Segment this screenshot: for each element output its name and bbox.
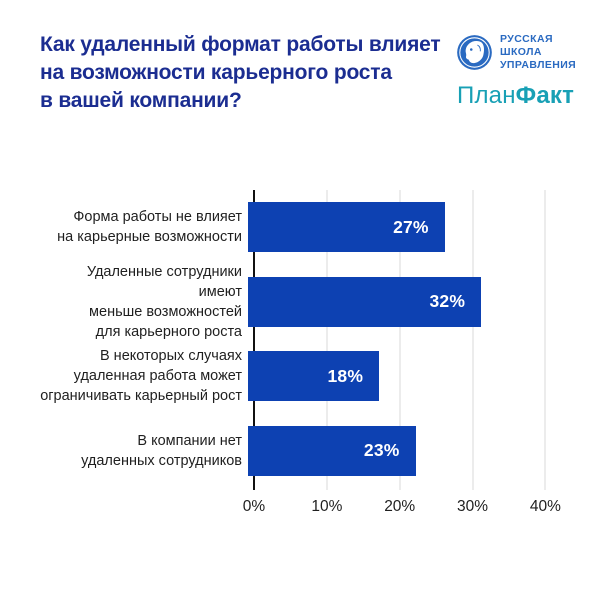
planfact-logo-text-regular: План xyxy=(457,82,516,109)
planfact-logo: ПланФакт xyxy=(457,83,592,109)
gridline xyxy=(544,190,546,490)
rsu-face-profile-icon xyxy=(457,35,492,70)
bar-row: Форма работы не влияет на карьерные возм… xyxy=(40,190,560,265)
category-label: Форма работы не влияет на карьерные возм… xyxy=(57,209,242,246)
gridline xyxy=(399,190,401,490)
x-tick-label: 30% xyxy=(457,498,489,515)
rsu-logo: РУССКАЯ ШКОЛА УПРАВЛЕНИЯ xyxy=(456,33,592,72)
bar: 23% xyxy=(248,425,416,476)
bar: 27% xyxy=(248,202,445,253)
rsu-logo-text: РУССКАЯ ШКОЛА УПРАВЛЕНИЯ xyxy=(500,33,577,71)
x-tick-label: 10% xyxy=(311,498,343,515)
plot-gridlines xyxy=(253,190,560,490)
bar-chart: Форма работы не влияет на карьерные возм… xyxy=(0,190,600,530)
category-label: Удаленные сотрудники имеют меньше возмож… xyxy=(86,263,242,340)
category-label: В некоторых случаях удаленная работа мож… xyxy=(40,348,242,405)
bar-value-label: 23% xyxy=(363,440,400,461)
x-tick-label: 20% xyxy=(384,498,416,515)
bar-row: В компании нет удаленных сотрудников 23% xyxy=(40,414,560,489)
bar-zone: 27% xyxy=(248,202,554,253)
page-title: Как удаленный формат работы влияет на во… xyxy=(40,33,441,112)
gridline xyxy=(472,190,474,490)
planfact-logo-text-bold: Факт xyxy=(515,82,575,109)
bar-value-label: 18% xyxy=(327,365,364,386)
bar-rows: Форма работы не влияет на карьерные возм… xyxy=(40,190,560,488)
logo-block: РУССКАЯ ШКОЛА УПРАВЛЕНИЯ ПланФакт xyxy=(456,33,592,109)
bar-value-label: 27% xyxy=(393,216,429,237)
bar: 32% xyxy=(248,276,482,327)
x-axis: 0% 10% 20% 30% 40% xyxy=(243,498,561,522)
x-tick-label: 0% xyxy=(242,498,266,515)
bar-row: Удаленные сотрудники имеют меньше возмож… xyxy=(40,263,560,340)
bar-zone: 23% xyxy=(248,425,554,476)
bar: 18% xyxy=(248,351,380,402)
x-tick-label: 40% xyxy=(529,498,561,515)
bar-zone: 18% xyxy=(248,351,554,402)
bar-value-label: 32% xyxy=(429,291,466,312)
bar-row: В некоторых случаях удаленная работа мож… xyxy=(40,339,560,414)
gridline xyxy=(326,190,328,490)
y-axis-line xyxy=(253,190,255,490)
category-label: В компании нет удаленных сотрудников xyxy=(81,432,242,469)
bar-zone: 32% xyxy=(248,276,554,327)
